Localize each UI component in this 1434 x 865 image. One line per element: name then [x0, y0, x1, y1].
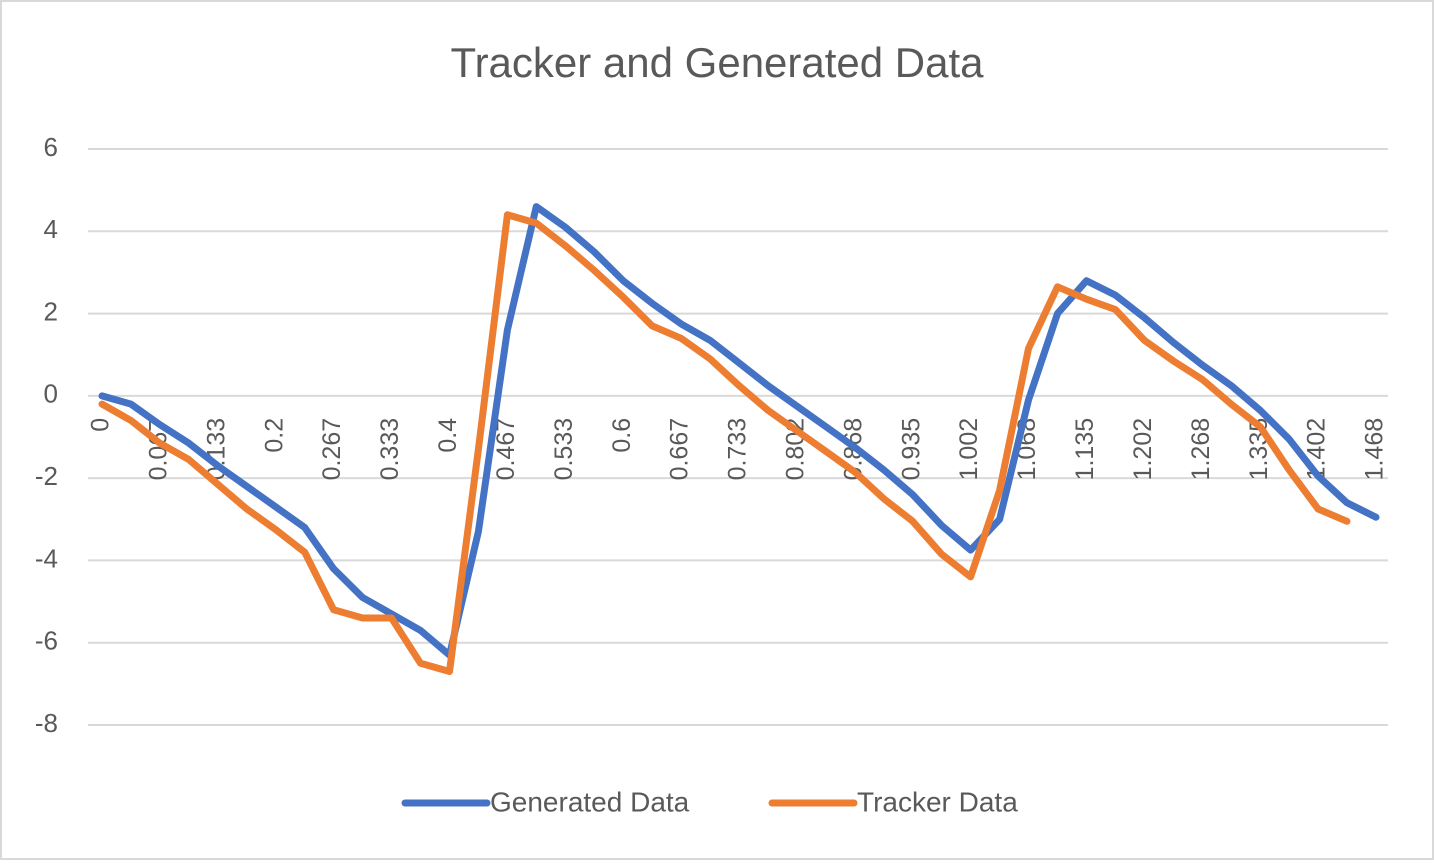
chart-title: Tracker and Generated Data: [450, 39, 984, 86]
x-tick-label: 1.202: [1129, 418, 1157, 481]
x-tick-label: 0.4: [434, 418, 462, 453]
legend-item: Tracker Data: [768, 786, 1018, 817]
y-tick-label: 2: [44, 296, 58, 326]
x-tick-label: 0.6: [608, 418, 636, 453]
x-tick-label: 0.333: [376, 418, 404, 481]
x-tick-label: 0.267: [318, 418, 346, 481]
y-tick-label: 6: [44, 132, 58, 162]
x-tick-label: 0.2: [260, 418, 288, 453]
data-line: [98, 203, 1380, 659]
data-line: [98, 211, 1351, 675]
y-tick-label: -2: [35, 461, 58, 491]
x-tick-label: 0.667: [666, 418, 694, 481]
x-tick-label: 1.468: [1361, 418, 1389, 481]
y-tick-label: -6: [35, 626, 58, 656]
x-tick-label: 1.268: [1187, 418, 1215, 481]
x-tick-label: 0.733: [724, 418, 752, 481]
y-tick-label: 4: [44, 214, 58, 244]
y-tick-label: -4: [35, 543, 58, 573]
x-tick-label: 1.002: [955, 418, 983, 481]
x-tick-label: 0.533: [550, 418, 578, 481]
x-tick-label: 1.135: [1071, 418, 1099, 481]
y-tick-label: -8: [35, 708, 58, 738]
y-tick-label: 0: [44, 379, 58, 409]
x-tick-label: 0.935: [897, 418, 925, 481]
x-tick-label: 0: [87, 418, 115, 432]
legend-label: Generated Data: [490, 786, 690, 817]
legend-item: Generated Data: [401, 786, 690, 817]
legend-label: Tracker Data: [857, 786, 1018, 817]
